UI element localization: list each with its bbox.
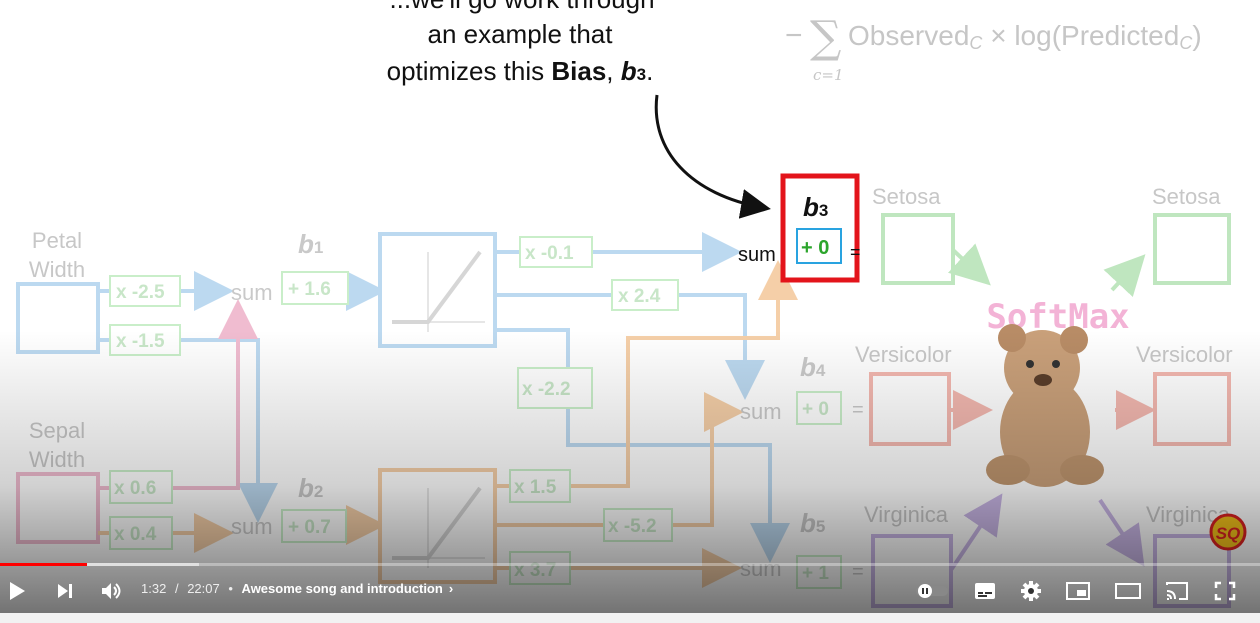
class-label-setosa-left: Setosa bbox=[872, 184, 941, 209]
teddy-bear-image bbox=[986, 324, 1104, 487]
chapter-title[interactable]: Awesome song and introduction › bbox=[242, 581, 454, 596]
bias-label-b2: b2 bbox=[298, 473, 323, 503]
fullscreen-button[interactable] bbox=[1210, 568, 1240, 613]
svg-text:SQ: SQ bbox=[1216, 524, 1241, 543]
time-current: 1:32 bbox=[141, 581, 167, 596]
sum-label-1: sum bbox=[231, 280, 273, 305]
class-label-setosa-right: Setosa bbox=[1152, 184, 1221, 209]
bias-value-b4: + 0 bbox=[802, 399, 829, 420]
svg-text:c=1: c=1 bbox=[813, 66, 844, 84]
bias-label-b5: b5 bbox=[800, 508, 825, 538]
input-label-sepal-2: Width bbox=[29, 447, 85, 472]
chevron-right-icon: › bbox=[448, 581, 454, 596]
chapter-dot: • bbox=[228, 581, 233, 596]
gear-icon bbox=[1021, 580, 1041, 601]
autoplay-toggle-icon bbox=[916, 583, 948, 598]
weight-w2: x -1.5 bbox=[116, 331, 165, 352]
next-button[interactable] bbox=[52, 568, 78, 613]
settings-button[interactable] bbox=[1017, 568, 1045, 613]
class-label-versicolor-left: Versicolor bbox=[855, 342, 952, 367]
weight-w6: x 2.4 bbox=[618, 286, 661, 307]
sum-label-3: sum bbox=[738, 244, 776, 266]
sum-label-4: sum bbox=[740, 399, 782, 424]
svg-text:ObservedC × log(PredictedC): ObservedC × log(PredictedC) bbox=[848, 20, 1202, 53]
callout-text: ...we'll go work through an example that… bbox=[387, 0, 655, 86]
play-button[interactable] bbox=[4, 568, 30, 613]
weight-w5: x -0.1 bbox=[525, 243, 574, 264]
time-total: 22:07 bbox=[187, 581, 220, 596]
subtitles-icon bbox=[975, 582, 995, 599]
progress-played bbox=[0, 563, 88, 566]
class-label-virginica-left: Virginica bbox=[864, 502, 949, 527]
miniplayer-icon bbox=[1066, 581, 1090, 600]
volume-icon bbox=[102, 582, 121, 599]
time-display: 1:32 / 22:07 • Awesome song and introduc… bbox=[141, 581, 453, 596]
progress-loaded bbox=[0, 563, 200, 566]
time-separator: / bbox=[174, 581, 179, 596]
volume-button[interactable] bbox=[98, 568, 126, 613]
input-label-sepal: Sepal bbox=[29, 418, 85, 443]
class-label-versicolor-right: Versicolor bbox=[1136, 342, 1233, 367]
callout-arrow bbox=[654, 94, 771, 219]
weight-w7: x -2.2 bbox=[522, 379, 571, 400]
progress-bar[interactable] bbox=[0, 563, 1260, 566]
svg-text:∑: ∑ bbox=[810, 12, 841, 63]
svg-text:optimizes this Bias, b3.: optimizes this Bias, b3. bbox=[387, 56, 654, 86]
theater-mode-icon bbox=[1115, 582, 1141, 599]
bias-label-b1: b1 bbox=[298, 229, 323, 259]
chapter-title-text: Awesome song and introduction bbox=[241, 581, 443, 596]
weight-w3: x 0.6 bbox=[114, 478, 156, 499]
subtitles-button[interactable] bbox=[971, 568, 999, 613]
weight-w1: x -2.5 bbox=[116, 282, 165, 303]
miniplayer-button[interactable] bbox=[1064, 568, 1092, 613]
autoplay-toggle[interactable] bbox=[914, 568, 950, 613]
svg-text:an example that: an example that bbox=[427, 19, 613, 49]
activation-box-top bbox=[378, 232, 497, 348]
bias-value-b2: + 0.7 bbox=[288, 517, 331, 538]
page-bottom-strip bbox=[0, 613, 1260, 623]
weight-w9: x -5.2 bbox=[608, 516, 657, 537]
sepal-input-box bbox=[16, 472, 100, 544]
skip-next-icon bbox=[58, 583, 72, 598]
sum-label-2: sum bbox=[231, 514, 273, 539]
cast-icon bbox=[1166, 581, 1188, 600]
cross-entropy-formula: − ∑ ObservedC × log(PredictedC) c=1 bbox=[785, 12, 1202, 84]
bias-value-b1: + 1.6 bbox=[288, 279, 331, 300]
bias-label-b3: b3 bbox=[803, 192, 828, 222]
svg-text:−: − bbox=[785, 19, 803, 52]
equals-2: = bbox=[852, 399, 864, 421]
bias-value-b3: + 0 bbox=[801, 237, 829, 259]
bias-label-b4: b4 bbox=[800, 352, 826, 382]
channel-logo: SQ bbox=[1209, 513, 1247, 551]
weight-w4: x 0.4 bbox=[114, 524, 157, 545]
fullscreen-icon bbox=[1214, 581, 1236, 600]
svg-text:...we'll go work through: ...we'll go work through bbox=[389, 0, 654, 14]
input-label-petal: Petal bbox=[32, 228, 82, 253]
cast-button[interactable] bbox=[1162, 568, 1192, 613]
petal-input-box bbox=[16, 282, 100, 354]
theater-mode-button[interactable] bbox=[1113, 568, 1143, 613]
weight-w8: x 1.5 bbox=[514, 477, 557, 498]
player-controls: 1:32 / 22:07 • Awesome song and introduc… bbox=[0, 568, 1260, 613]
equals-1: = bbox=[850, 242, 861, 262]
input-label-petal-2: Width bbox=[29, 257, 85, 282]
play-icon bbox=[10, 581, 25, 600]
